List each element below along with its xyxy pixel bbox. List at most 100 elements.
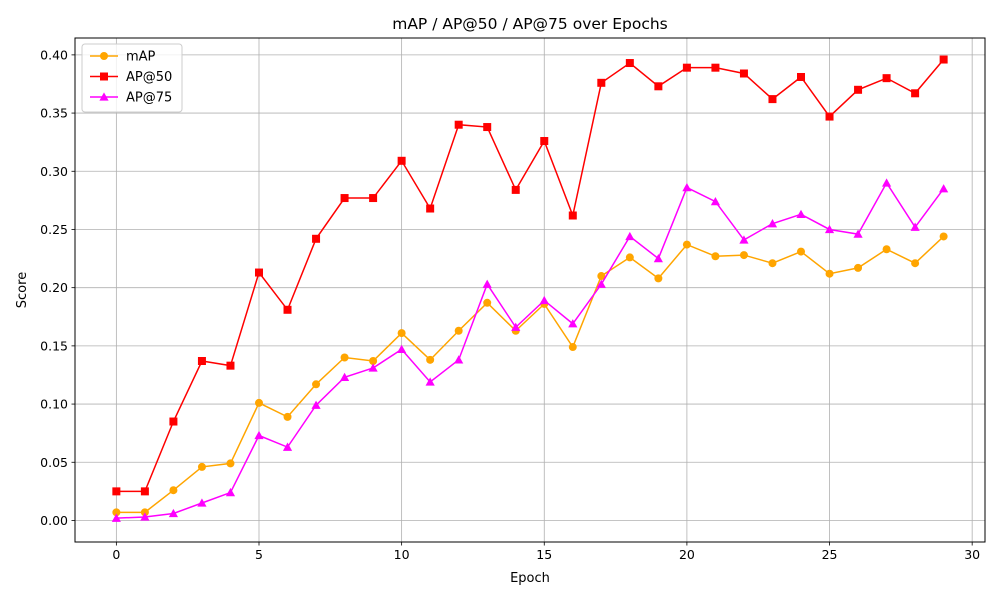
y-tick-label: 0.35 [40,106,68,121]
data-point [397,156,406,165]
chart-title: mAP / AP@50 / AP@75 over Epochs [392,15,668,33]
data-point [254,430,264,440]
data-point [368,363,378,372]
data-point [711,252,720,261]
series-line [116,59,945,493]
legend-label: mAP [126,50,156,65]
data-point [711,63,720,72]
data-point [283,305,292,314]
data-point [854,263,863,272]
data-point [369,357,378,366]
data-point [625,59,634,68]
data-point [739,251,748,260]
data-point [710,196,721,206]
data-point [226,459,235,468]
data-point [282,442,293,451]
y-axis-label: Score [15,272,30,308]
x-tick-label: 20 [679,547,695,562]
data-point [739,235,749,244]
data-point [882,74,891,83]
legend-label: AP@75 [126,91,172,106]
data-point [825,112,834,121]
data-point [911,89,920,98]
data-point [825,269,834,278]
x-tick-label: 15 [536,547,552,562]
y-tick-label: 0.15 [40,338,68,353]
data-point [882,245,891,254]
data-point [653,253,663,263]
data-point [340,353,349,362]
data-point [654,274,663,283]
data-point [511,185,520,194]
data-point [767,219,778,228]
series-ap-75 [111,178,949,522]
legend-label: AP@50 [126,70,172,85]
data-point [568,319,578,328]
data-point [597,272,606,281]
data-point [482,279,492,288]
data-point [454,355,464,364]
data-point [824,224,835,234]
legend-marker [99,92,109,101]
legend-item: AP@75 [90,91,172,106]
data-point [112,487,121,496]
data-point [197,498,207,507]
data-point [197,357,206,366]
data-point [682,240,691,249]
legend-box [81,43,183,113]
data-point [369,194,378,203]
y-tick-label: 0.00 [40,513,68,528]
data-point [254,268,263,277]
y-tick-label: 0.40 [40,47,68,62]
data-point [283,412,292,421]
data-point [682,63,691,72]
plot-area-frame [74,37,986,543]
data-point [540,137,549,146]
data-point [340,194,349,203]
data-point [454,326,463,335]
data-point [939,184,949,193]
y-tick-label: 0.30 [40,164,68,179]
data-point [254,398,263,407]
data-point [511,322,521,331]
x-tick-label: 30 [964,547,980,562]
data-point [111,513,121,522]
data-point [425,377,435,386]
data-point [739,69,748,78]
data-point [397,344,407,354]
data-point [225,487,236,497]
data-point [140,487,149,496]
series-line [116,235,945,514]
data-point [939,232,948,241]
data-point [682,182,692,192]
series-map [112,232,948,517]
y-tick-label: 0.10 [40,397,68,412]
data-point [226,361,235,370]
x-axis-label: Epoch [510,571,550,586]
axis-ticks: 0 5 10 15 20 25 30 0.00 0.05 0.10 0.15 0.20 0.25 0.30… [40,47,980,562]
data-point [625,231,635,241]
data-point [168,508,179,518]
data-point [426,355,435,364]
data-point [539,295,549,305]
data-point [568,211,577,220]
data-point [339,372,350,381]
data-point [312,380,321,389]
data-point [797,247,806,256]
y-tick-label: 0.05 [40,455,68,470]
data-point [768,95,777,104]
legend-marker [100,72,108,81]
data-point [426,204,435,213]
x-tick-label: 5 [255,547,263,562]
data-point [197,462,206,471]
y-tick-label: 0.20 [40,280,68,295]
legend-item: mAP [90,50,156,65]
data-point [796,209,806,219]
data-point [910,222,920,231]
data-point [625,253,634,262]
series-ap-50 [112,55,948,496]
data-point [169,417,178,426]
data-point [854,85,863,94]
data-point [169,486,178,495]
